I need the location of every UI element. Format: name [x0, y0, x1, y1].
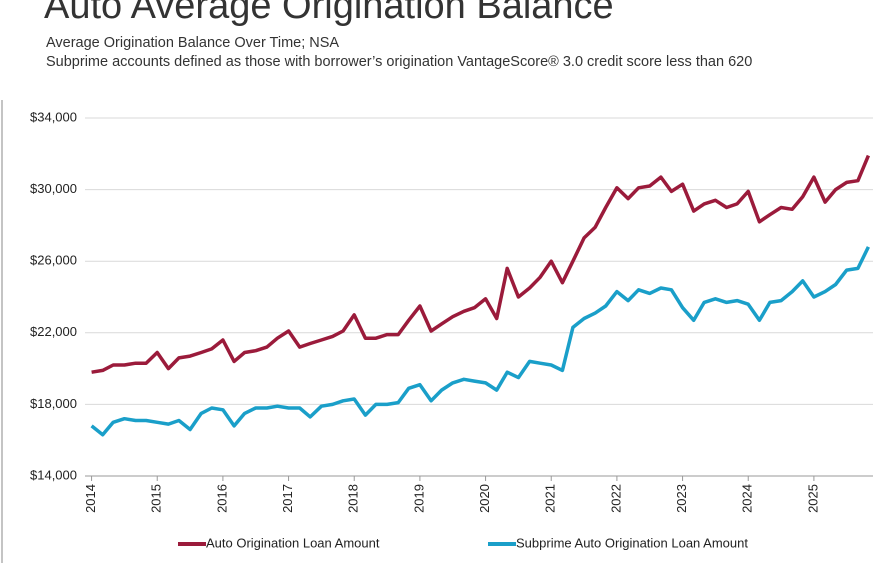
x-tick-label: 2016	[214, 484, 229, 513]
x-tick-label: 2020	[477, 484, 492, 513]
x-tick-label: 2024	[740, 484, 755, 513]
y-tick-label: $22,000	[30, 324, 77, 339]
series-line	[90, 246, 870, 437]
series-line	[91, 154, 871, 374]
x-tick-label: 2021	[543, 484, 558, 513]
x-tick-label: 2014	[83, 484, 98, 513]
x-tick-label: 2018	[346, 484, 361, 513]
x-tick-label: 2025	[805, 484, 820, 513]
x-tick-label: 2022	[608, 484, 623, 513]
y-tick-label: $26,000	[30, 253, 77, 268]
x-tick-label: 2023	[674, 484, 689, 513]
legend-label: Subprime Auto Origination Loan Amount	[516, 535, 748, 550]
chart-subtitle: Average Origination Balance Over Time; N…	[46, 35, 339, 51]
y-tick-label: $18,000	[30, 396, 77, 411]
x-tick-label: 2017	[280, 484, 295, 513]
x-tick-label: 2019	[411, 484, 426, 513]
legend-label: Auto Origination Loan Amount	[206, 535, 380, 550]
x-tick-label: 2015	[149, 484, 164, 513]
y-tick-label: $14,000	[30, 467, 77, 482]
y-tick-label: $34,000	[30, 109, 77, 124]
chart-title: Auto Average Origination Balance	[44, 0, 614, 27]
y-tick-label: $30,000	[30, 181, 77, 196]
chart-subtitle: Subprime accounts defined as those with …	[46, 54, 752, 70]
